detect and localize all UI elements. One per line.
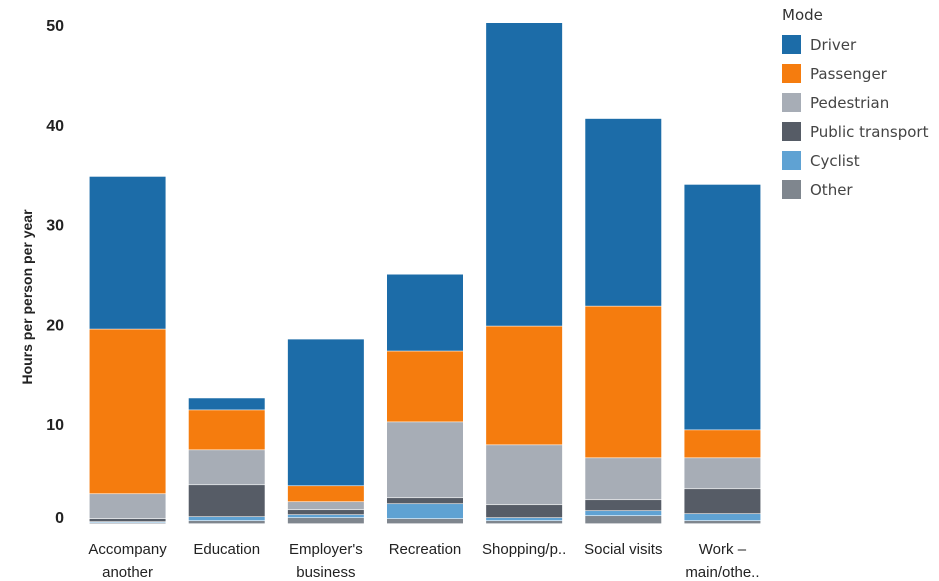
bar-segment-public-transport[interactable] <box>486 505 563 518</box>
legend: Mode Driver Passenger Pedestrian Public … <box>782 6 928 204</box>
bar-segment-passenger[interactable] <box>387 351 463 422</box>
bar-segment-driver[interactable] <box>684 184 761 430</box>
bar-segment-cyclist[interactable] <box>387 504 463 519</box>
bar-segment-public-transport[interactable] <box>387 498 463 504</box>
bar-segment-other[interactable] <box>486 521 563 524</box>
legend-label-other: Other <box>810 180 853 199</box>
bar-segment-other[interactable] <box>387 519 463 524</box>
legend-swatch-public-transport <box>782 122 801 141</box>
x-tick-label: Shopping/p.. <box>482 541 566 558</box>
bar-segment-public-transport[interactable] <box>684 489 761 514</box>
x-tick-label: Social visits <box>584 541 662 558</box>
x-tick-label: another <box>102 564 153 581</box>
legend-label-passenger: Passenger <box>810 64 887 83</box>
bar-segment-public-transport[interactable] <box>585 500 662 511</box>
legend-swatch-other <box>782 180 801 199</box>
x-tick-label: main/othe.. <box>685 564 759 581</box>
y-tick-label: 20 <box>46 317 64 334</box>
bar-segment-passenger[interactable] <box>585 306 662 458</box>
legend-item-pedestrian[interactable]: Pedestrian <box>782 88 928 117</box>
bar-segment-cyclist[interactable] <box>486 518 563 521</box>
y-tick-label: 50 <box>46 18 64 35</box>
bar-segment-passenger[interactable] <box>188 410 265 450</box>
bar-segment-other[interactable] <box>287 518 364 524</box>
bar-segment-driver[interactable] <box>89 176 166 329</box>
bar-segment-pedestrian[interactable] <box>486 445 563 505</box>
legend-label-driver: Driver <box>810 35 857 54</box>
bar-segment-pedestrian[interactable] <box>188 450 265 485</box>
bar-segment-cyclist[interactable] <box>684 514 761 521</box>
bar-segment-public-transport[interactable] <box>89 519 166 522</box>
bar-segment-pedestrian[interactable] <box>585 458 662 500</box>
bar-segment-driver[interactable] <box>188 398 265 410</box>
bar-segment-passenger[interactable] <box>287 486 364 502</box>
y-tick-label: 0 <box>55 510 64 527</box>
bar-segment-cyclist[interactable] <box>188 517 265 521</box>
bar-segment-cyclist[interactable] <box>585 511 662 516</box>
bar-segment-public-transport[interactable] <box>287 510 364 515</box>
bar-segment-driver[interactable] <box>585 118 662 306</box>
bar-segment-passenger[interactable] <box>89 329 166 494</box>
x-tick-label: business <box>296 564 355 581</box>
x-tick-label: Work – <box>699 541 747 558</box>
x-tick-label: Education <box>193 541 260 558</box>
bar-segment-driver[interactable] <box>287 339 364 486</box>
x-tick-label: Employer's <box>289 541 363 558</box>
legend-item-other[interactable]: Other <box>782 175 928 204</box>
legend-label-pedestrian: Pedestrian <box>810 93 890 112</box>
bar-segment-passenger[interactable] <box>684 430 761 458</box>
legend-swatch-pedestrian <box>782 93 801 112</box>
bar-segment-pedestrian[interactable] <box>684 458 761 489</box>
legend-label-public-transport: Public transport <box>810 122 929 141</box>
x-tick-label: Accompany <box>88 541 167 558</box>
bar-segment-other[interactable] <box>585 516 662 524</box>
bar-segment-other[interactable] <box>684 521 761 524</box>
bar-segment-pedestrian[interactable] <box>387 422 463 498</box>
bar-segment-public-transport[interactable] <box>188 485 265 517</box>
legend-item-public-transport[interactable]: Public transport <box>782 117 928 146</box>
legend-swatch-passenger <box>782 64 801 83</box>
legend-item-driver[interactable]: Driver <box>782 30 928 59</box>
y-tick-label: 40 <box>46 118 64 135</box>
legend-swatch-cyclist <box>782 151 801 170</box>
legend-swatch-driver <box>782 35 801 54</box>
legend-title: Mode <box>782 6 823 24</box>
y-axis-title: Hours per person per year <box>19 209 35 385</box>
x-tick-label: Recreation <box>389 541 462 558</box>
bar-segment-other[interactable] <box>188 521 265 524</box>
bar-segment-cyclist[interactable] <box>287 515 364 518</box>
y-tick-label: 30 <box>46 218 64 235</box>
bar-segment-pedestrian[interactable] <box>287 502 364 510</box>
bar-segment-passenger[interactable] <box>486 326 563 445</box>
legend-label-cyclist: Cyclist <box>810 151 860 170</box>
bar-segment-driver[interactable] <box>486 23 563 326</box>
bar-segment-driver[interactable] <box>387 274 463 351</box>
legend-item-passenger[interactable]: Passenger <box>782 59 928 88</box>
legend-item-cyclist[interactable]: Cyclist <box>782 146 928 175</box>
y-tick-label: 10 <box>46 417 64 434</box>
bar-segment-pedestrian[interactable] <box>89 494 166 519</box>
